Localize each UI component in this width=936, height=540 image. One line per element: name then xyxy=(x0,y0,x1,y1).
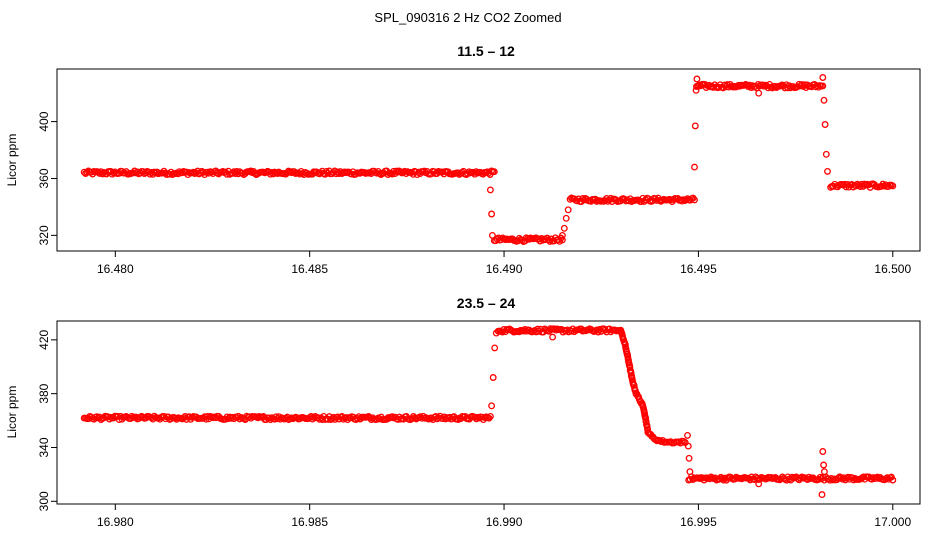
panel-top-transition-point xyxy=(824,167,831,175)
panel-top-x-tick-label: 16.495 xyxy=(680,262,717,276)
panel-top-y-axis-label: Licor ppm xyxy=(5,134,19,187)
panel-top-plot-area xyxy=(56,68,921,252)
panel-top-series-point xyxy=(98,170,106,178)
panel-bottom-x-tick-label: 16.995 xyxy=(680,515,717,529)
panel-top-points xyxy=(80,74,897,245)
panel-bottom-series-point xyxy=(868,475,876,483)
panel-top-series-point xyxy=(558,236,566,244)
panel-bottom-y-tick-label: 380 xyxy=(37,383,51,403)
panel-top-x-tick-label: 16.500 xyxy=(874,262,911,276)
panel-bottom-transition-point xyxy=(489,374,497,381)
panel-bottom-ticks: 16.980 16.985 16.990 16.995 17.000 300 340 380 4… xyxy=(37,330,911,529)
panel-top-transition-point xyxy=(819,74,827,81)
panel-bottom-transition-point xyxy=(818,491,826,499)
panel-bottom-x-tick-label: 16.980 xyxy=(97,515,134,529)
panel-top-series-point xyxy=(651,195,659,203)
panel-top-transition-point xyxy=(488,231,496,239)
panel-top-title: 11.5 – 12 xyxy=(457,43,515,59)
panel-bottom-series-point xyxy=(642,415,650,422)
panel-top-transition-point xyxy=(755,89,763,97)
panel-bottom-title: 23.5 – 24 xyxy=(457,295,516,311)
panel-top-ticks: 16.480 16.485 16.490 16.495 16.500 320 360 400 xyxy=(37,111,911,276)
panel-bottom-series-point xyxy=(486,412,494,420)
panel-bottom-x-tick-label: 17.000 xyxy=(874,515,911,529)
panel-bottom-points xyxy=(80,325,897,499)
panel-bottom-transition-point xyxy=(755,480,763,488)
panel-bottom-transition-point xyxy=(820,461,828,469)
panel-top-series-point xyxy=(579,195,587,202)
panel-top-x-tick-label: 16.480 xyxy=(97,262,134,276)
panel-top-series-point xyxy=(678,197,686,205)
panel-top-y-tick-label: 400 xyxy=(37,111,51,131)
panel-top-transition-point xyxy=(693,75,701,83)
panel-top-transition-point xyxy=(562,214,570,222)
panel-top-y-tick-label: 320 xyxy=(37,225,51,245)
panel-top-transition-point xyxy=(564,206,572,214)
panel-bottom-transition-point xyxy=(685,454,693,462)
panel-bottom-transition-point xyxy=(549,333,557,341)
panel-top-transition-point xyxy=(822,150,830,158)
panel-bottom-y-tick-label: 420 xyxy=(37,330,51,350)
panel-top-y-tick-label: 360 xyxy=(37,168,51,188)
panel-bottom-series-point xyxy=(675,438,683,446)
panel-bottom-plot-area xyxy=(56,320,921,505)
panel-bottom-x-tick-label: 16.985 xyxy=(291,515,328,529)
panel-top-transition-point xyxy=(488,210,496,218)
panel-top-transition-point xyxy=(560,224,568,232)
panel-bottom-transition-point xyxy=(684,431,691,439)
panel-top-series-point xyxy=(889,182,897,190)
panel-bottom-transition-point xyxy=(488,402,496,410)
panel-top-transition-point xyxy=(486,186,494,194)
panel-bottom-series-point xyxy=(626,363,634,371)
panel-top-series-point xyxy=(490,168,498,176)
panel-top: 11.5 – 12 Licor ppm 16.480 16.485 16.490 16… xyxy=(5,43,921,276)
panel-top-transition-point xyxy=(691,122,699,130)
panel-bottom-series-point xyxy=(889,476,897,484)
panel-bottom-series-point xyxy=(798,473,806,481)
panel-bottom-y-tick-label: 300 xyxy=(37,491,51,511)
panel-bottom-transition-point xyxy=(686,468,694,476)
panel-bottom-y-tick-label: 340 xyxy=(37,437,51,457)
panel-bottom-transition-point xyxy=(492,329,500,337)
panel-bottom-transition-point xyxy=(684,442,692,450)
panel-bottom-transition-point xyxy=(819,448,827,455)
panel-bottom-series-point xyxy=(621,341,629,349)
panel-bottom-transition-point xyxy=(491,344,499,352)
panel-top-series-point xyxy=(819,82,827,90)
panel-bottom-series-point xyxy=(883,474,891,482)
panel-top-transition-point xyxy=(691,163,698,171)
panel-top-transition-point xyxy=(692,86,700,94)
panel-top-x-tick-label: 16.490 xyxy=(486,262,523,276)
panel-top-x-tick-label: 16.485 xyxy=(291,262,328,276)
panel-top-transition-point xyxy=(558,231,566,239)
panel-top-transition-point xyxy=(820,96,828,104)
panel-top-transition-point xyxy=(821,121,829,128)
panel-bottom-series-point xyxy=(667,438,675,446)
panel-top-series-point xyxy=(759,81,766,89)
panel-bottom-y-axis-label: Licor ppm xyxy=(5,386,19,439)
figure-title: SPL_090316 2 Hz CO2 Zoomed xyxy=(374,10,561,25)
panel-top-series-point xyxy=(691,196,698,204)
panel-bottom: 23.5 – 24 Licor ppm 16.980 16.985 16.990 16… xyxy=(5,295,921,529)
panel-bottom-x-tick-label: 16.990 xyxy=(486,515,523,529)
panel-bottom-transition-point xyxy=(820,468,828,476)
